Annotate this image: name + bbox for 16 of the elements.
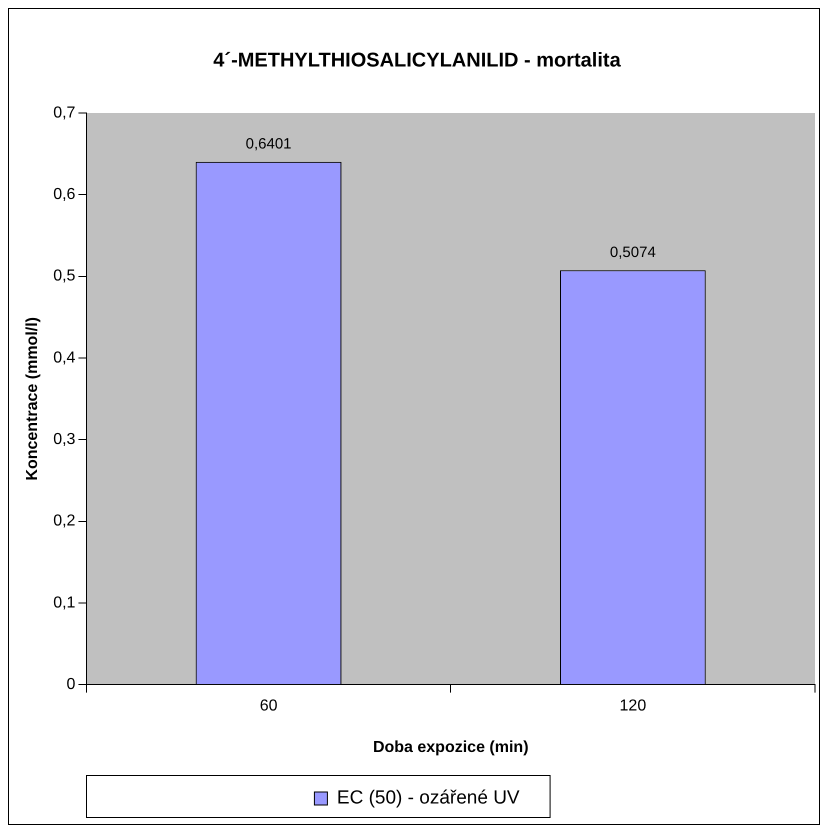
y-axis-title: Koncentrace (mmol/l) [24,317,42,481]
x-tick-label: 60 [260,698,278,715]
legend-label: EC (50) - ozářené UV [336,788,520,809]
y-tick-label: 0,1 [53,594,76,612]
y-tick-label: 0,4 [53,349,76,366]
data-label: 0,5074 [610,244,656,261]
y-tick-label: 0,6 [53,186,76,204]
data-label: 0,6401 [246,136,292,153]
y-tick-label: 0,2 [53,512,76,530]
y-tick-label: 0,3 [53,431,76,448]
y-tick-label: 0 [66,676,76,694]
chart-title: 4´-METHYLTHIOSALICYLANILID - mortalita [213,50,622,72]
y-tick-label: 0,5 [53,268,76,285]
y-tick-label: 0,7 [53,104,76,122]
x-tick-label: 120 [620,698,646,715]
x-axis-title: Doba expozice (min) [372,738,529,756]
